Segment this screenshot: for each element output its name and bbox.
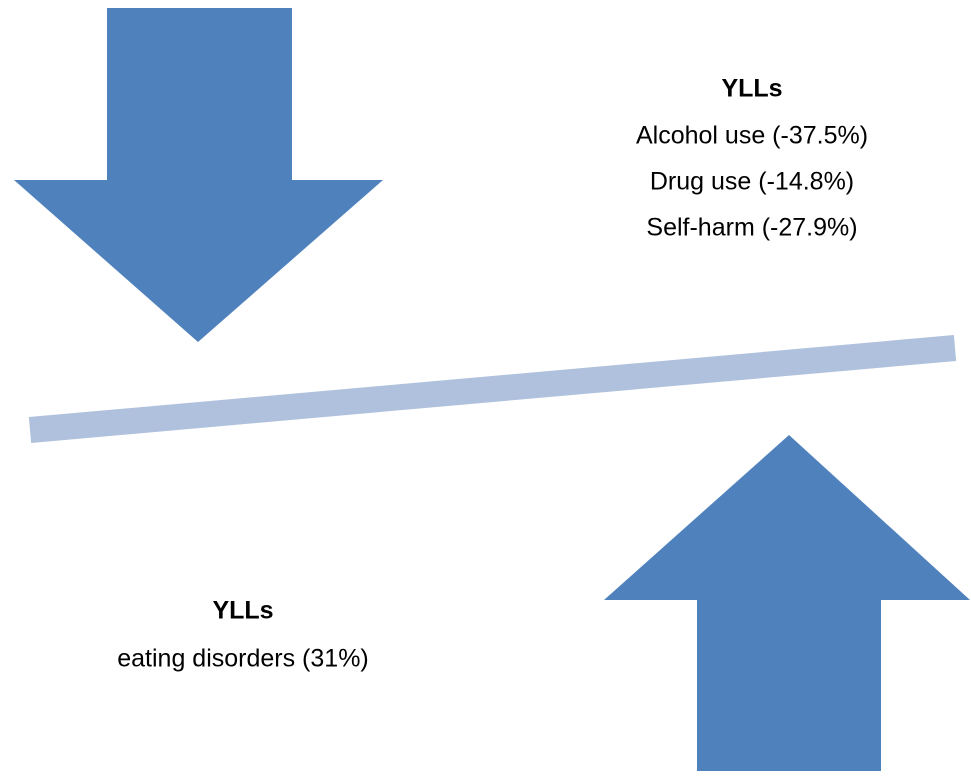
top-item: Self-harm (-27.9%) bbox=[646, 214, 857, 242]
bottom-item: eating disorders (31%) bbox=[117, 645, 369, 673]
top-item: Drug use (-14.8%) bbox=[650, 168, 854, 196]
top-heading: YLLs bbox=[721, 75, 782, 103]
bottom-heading: YLLs bbox=[212, 597, 273, 625]
balance-bar bbox=[28, 335, 957, 443]
top-item: Alcohol use (-37.5%) bbox=[636, 122, 868, 150]
up-arrow bbox=[604, 435, 970, 771]
down-arrow bbox=[14, 8, 383, 342]
